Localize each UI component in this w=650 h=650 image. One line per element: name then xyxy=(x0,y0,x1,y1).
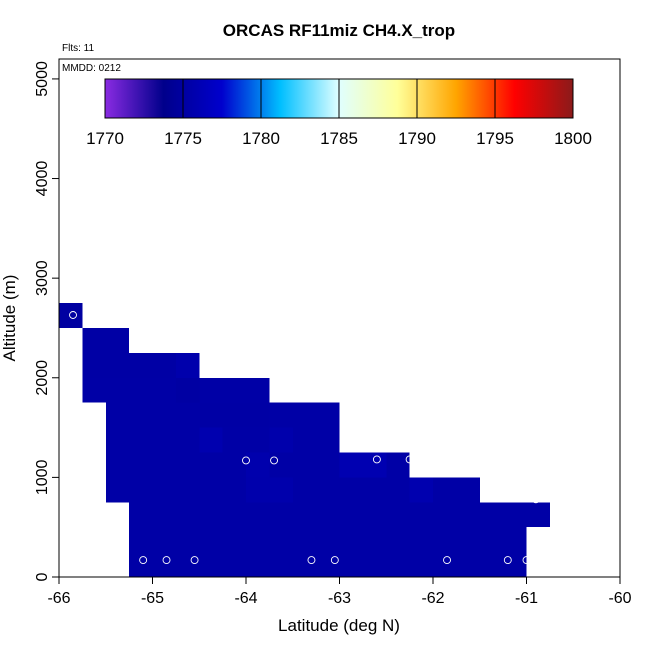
colorbar-tick-label: 1790 xyxy=(398,129,436,148)
sample-point xyxy=(69,311,77,319)
x-tick-label: -65 xyxy=(141,590,164,607)
heatmap-cell xyxy=(246,452,270,478)
heatmap-cell xyxy=(409,477,433,503)
sample-point xyxy=(242,456,250,465)
heatmap-cells xyxy=(59,303,550,577)
x-axis-title: Latitude (deg N) xyxy=(278,616,400,635)
heatmap-cell xyxy=(105,427,200,453)
heatmap-cell xyxy=(129,527,527,553)
date-note: MMDD: 0212 xyxy=(62,63,121,74)
heatmap-cell xyxy=(292,477,410,503)
x-axis: -66 -65 -64 -63 -62 -61 -60 xyxy=(47,577,632,607)
y-tick-label: 2000 xyxy=(34,360,51,396)
heatmap-cell xyxy=(175,352,200,378)
x-tick-label: -60 xyxy=(608,590,631,607)
heatmap-cell xyxy=(59,303,83,328)
y-axis-title: Altitude (m) xyxy=(0,275,19,362)
heatmap-cell xyxy=(199,402,270,428)
heatmap-cell xyxy=(105,477,246,503)
sample-point xyxy=(522,556,531,565)
colorbar-tick-label: 1785 xyxy=(320,129,358,148)
sample-point xyxy=(503,556,512,565)
heatmap-cell xyxy=(129,552,527,577)
x-tick-label: -61 xyxy=(515,590,538,607)
heatmap-cell xyxy=(222,427,270,453)
heatmap-cell xyxy=(246,477,293,503)
heatmap-cell xyxy=(269,452,340,478)
sample-point xyxy=(443,556,451,565)
heatmap-cell xyxy=(292,427,340,453)
y-tick-label: 3000 xyxy=(34,260,51,296)
heatmap-cell xyxy=(269,402,340,428)
sample-point xyxy=(270,456,278,465)
sample-point xyxy=(139,556,148,565)
chart-title: ORCAS RF11miz CH4.X_trop xyxy=(223,21,455,40)
colorbar-tick-label: 1770 xyxy=(86,129,124,148)
heatmap-cell xyxy=(105,377,176,403)
heatmap-cell xyxy=(175,377,200,403)
y-axis: 0 1000 2000 3000 4000 5000 xyxy=(34,61,59,581)
heatmap-cell xyxy=(386,452,410,478)
colorbar-tick-label: 1775 xyxy=(164,129,202,148)
colorbar-tick-label: 1795 xyxy=(476,129,514,148)
colorbar-tick-label: 1780 xyxy=(242,129,280,148)
y-tick-label: 4000 xyxy=(34,161,51,197)
y-tick-label: 5000 xyxy=(34,61,51,97)
sample-point xyxy=(372,455,381,464)
heatmap-cell xyxy=(105,352,176,378)
flight-points xyxy=(69,311,540,565)
heatmap-cell xyxy=(433,477,480,503)
heatmap-cell xyxy=(129,502,550,528)
x-tick-label: -64 xyxy=(234,590,257,607)
heatmap-cell xyxy=(199,377,270,403)
colorbar-tick-label: 1800 xyxy=(554,129,592,148)
heatmap-cell xyxy=(105,452,246,478)
colorbar: 1770 1775 1780 1785 1790 1795 1800 xyxy=(86,78,592,148)
sample-point xyxy=(531,495,540,504)
sample-point xyxy=(330,556,339,565)
heatmap-cell xyxy=(199,427,223,453)
sample-point xyxy=(307,556,316,565)
sample-point xyxy=(405,455,414,464)
x-tick-label: -62 xyxy=(421,590,444,607)
y-tick-label: 0 xyxy=(34,572,51,581)
heatmap-cell xyxy=(105,402,200,428)
heatmap-cell xyxy=(269,427,293,453)
x-tick-label: -66 xyxy=(47,590,70,607)
flights-note: Flts: 11 xyxy=(62,43,94,54)
x-tick-label: -63 xyxy=(328,590,351,607)
sample-point xyxy=(190,556,199,565)
sample-point xyxy=(162,556,171,565)
heatmap-cell xyxy=(339,452,387,478)
y-tick-label: 1000 xyxy=(34,459,51,495)
heatmap-cell xyxy=(82,327,130,353)
